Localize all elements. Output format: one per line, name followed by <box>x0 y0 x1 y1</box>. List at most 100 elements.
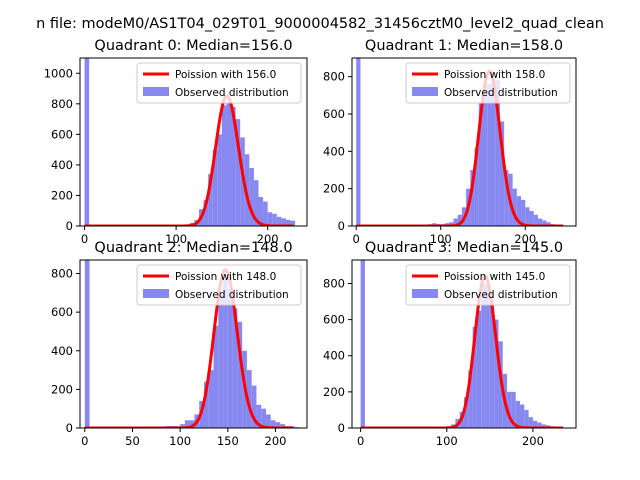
hist-bar <box>521 199 526 226</box>
hist-bar <box>511 391 516 428</box>
legend-fit-label: Poission with 158.0 <box>444 69 545 81</box>
hist-bar <box>281 218 286 226</box>
legend-hist-swatch <box>412 289 438 298</box>
hist-bar <box>184 420 190 428</box>
hist-bar <box>524 409 529 428</box>
figure-suptitle: n file: modeM0/AS1T04_029T01_9000004582_… <box>36 16 604 32</box>
axes-frame <box>351 57 577 227</box>
hist-bar <box>520 404 525 428</box>
hist-bar <box>512 188 517 226</box>
hist-bar-zero <box>360 260 365 428</box>
subplot-title: Quadrant 2: Median=148.0 <box>94 240 292 256</box>
hist-bar-zero <box>84 58 90 226</box>
x-tick-label: 200 <box>257 232 279 246</box>
hist-bar-zero <box>356 58 361 226</box>
x-tick-label: 0 <box>81 434 88 448</box>
legend-box <box>136 264 302 306</box>
hist-bar <box>217 134 222 226</box>
hist-bar <box>453 218 458 226</box>
hist-bar <box>542 220 547 226</box>
y-tick-label: 800 <box>51 97 73 111</box>
y-tick-label: 200 <box>323 385 345 399</box>
hist-bar <box>275 422 281 428</box>
hist-bar <box>494 319 499 428</box>
hist-bar <box>474 147 479 226</box>
subplot-quadrant-3: 0 100 200 0 200 400 600 800 Quadrant 3: Median=1… <box>323 240 577 448</box>
x-tick-label: 150 <box>217 434 239 448</box>
hist-bar <box>256 404 262 428</box>
hist-bar <box>208 174 213 226</box>
plot-area <box>84 260 300 428</box>
hist-bar <box>487 84 492 226</box>
hist-bar <box>457 214 462 226</box>
x-tick-label: 50 <box>125 434 140 448</box>
hist-bar <box>226 102 232 226</box>
hist-bar-zero <box>84 260 90 428</box>
x-tick-label: 100 <box>436 434 458 448</box>
hist-bar <box>218 292 224 428</box>
subplot-title: Quadrant 0: Median=156.0 <box>94 38 292 54</box>
y-tick-label: 0 <box>338 219 345 233</box>
y-tick-label: 0 <box>338 421 345 435</box>
axes-frame <box>79 259 308 429</box>
legend-hist-label: Observed distribution <box>444 87 558 99</box>
legend-hist-swatch <box>143 87 169 96</box>
hist-bar <box>533 214 538 226</box>
hist-bar <box>485 283 490 428</box>
x-tick-label: 100 <box>169 434 191 448</box>
legend-hist-swatch <box>143 289 169 298</box>
y-tick-label: 200 <box>51 188 73 202</box>
hist-bar <box>499 121 505 226</box>
hist-bar <box>468 370 473 428</box>
hist-bar <box>253 180 259 226</box>
hist-bar <box>276 216 282 226</box>
x-tick-label: 0 <box>357 434 364 448</box>
y-tick-label: 400 <box>323 144 345 158</box>
hist-bar <box>516 196 522 226</box>
legend-fit-label: Poission with 156.0 <box>175 69 276 81</box>
hist-bar <box>203 381 209 428</box>
y-tick-label: 800 <box>323 276 345 290</box>
hist-bar <box>265 414 271 428</box>
x-tick-label: 200 <box>522 434 544 448</box>
hist-bar <box>267 212 273 226</box>
hist-bar <box>515 400 520 428</box>
hist-bar <box>180 424 185 428</box>
hist-bar <box>240 137 245 226</box>
hist-bar <box>491 78 496 226</box>
hist-bar <box>481 283 486 428</box>
hist-bar <box>483 84 488 226</box>
legend-box <box>405 62 571 104</box>
hist-bar <box>537 422 542 428</box>
legend-hist-label: Observed distribution <box>175 289 289 301</box>
y-tick-label: 400 <box>323 349 345 363</box>
legend-hist-label: Observed distribution <box>444 289 558 301</box>
hist-bar <box>470 170 475 226</box>
subplot-quadrant-2: 0 50 100 150 200 0 200 400 600 800 Quadrant 2: Med… <box>51 240 308 448</box>
legend-fit-label: Poission with 148.0 <box>175 271 276 283</box>
y-tick-label: 600 <box>323 313 345 327</box>
axes-frame <box>79 57 308 227</box>
hist-bar <box>258 196 264 226</box>
y-tick-label: 600 <box>323 107 345 121</box>
hist-bar <box>495 80 500 226</box>
x-tick-label: 200 <box>514 232 536 246</box>
x-tick-label: 100 <box>430 232 452 246</box>
y-tick-label: 800 <box>51 267 73 281</box>
hist-bar <box>232 308 238 428</box>
y-tick-label: 400 <box>51 158 73 172</box>
hist-bar <box>261 408 266 428</box>
hist-bar <box>235 119 241 226</box>
hist-bar <box>478 102 484 226</box>
subplot-title: Quadrant 3: Median=145.0 <box>365 240 563 256</box>
y-tick-label: 400 <box>51 344 73 358</box>
hist-bar <box>537 218 543 226</box>
hist-bar <box>189 420 195 428</box>
hist-bar <box>223 277 228 428</box>
x-tick-label: 0 <box>81 232 88 246</box>
hist-bar <box>263 201 268 226</box>
axes-frame <box>351 259 577 429</box>
hist-bar <box>272 213 277 226</box>
